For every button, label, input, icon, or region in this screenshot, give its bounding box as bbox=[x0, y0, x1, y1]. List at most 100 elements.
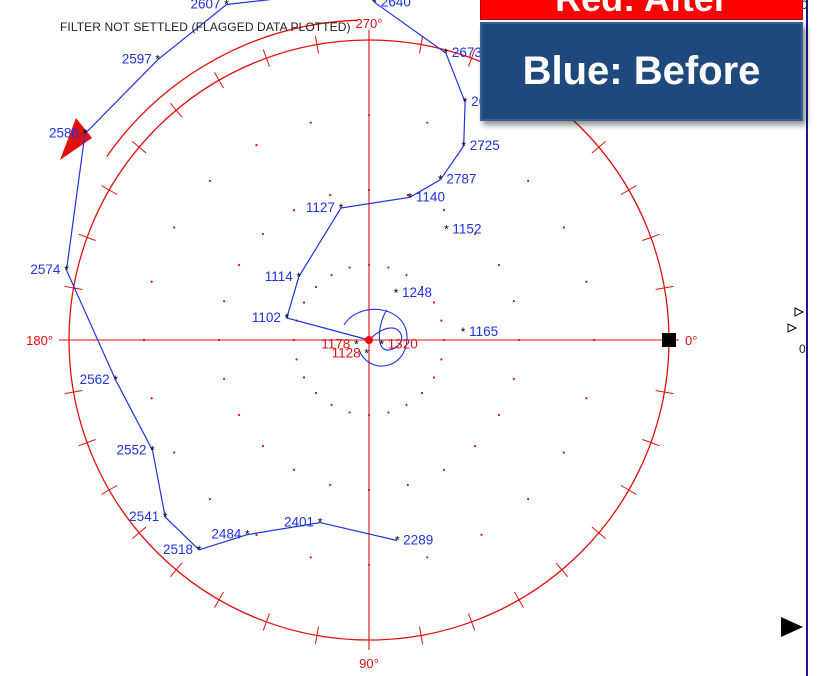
rim-tick bbox=[64, 285, 83, 290]
grid-dot bbox=[585, 397, 588, 400]
grid-dot bbox=[302, 376, 306, 379]
grid-dot bbox=[367, 413, 371, 417]
point-label: 2640 bbox=[381, 0, 411, 10]
grid-dot bbox=[309, 121, 312, 124]
grid-dot bbox=[480, 533, 483, 536]
grid-dot bbox=[208, 497, 212, 501]
vibration-curve bbox=[65, 0, 466, 551]
point-marker: * bbox=[224, 0, 229, 11]
point-label: 1152 bbox=[452, 221, 481, 236]
scale-marker-icons bbox=[787, 307, 805, 333]
grid-dot bbox=[173, 226, 176, 229]
rim-tick bbox=[555, 562, 569, 578]
point-marker: * bbox=[245, 528, 250, 542]
point-marker: * bbox=[113, 373, 118, 387]
grid-dot bbox=[585, 280, 588, 283]
grid-dot bbox=[217, 338, 221, 342]
grid-dot bbox=[330, 403, 333, 407]
point-marker: * bbox=[155, 53, 160, 67]
triangle-marker-icon bbox=[787, 323, 798, 333]
point-marker: * bbox=[438, 173, 443, 187]
rim-tick bbox=[262, 613, 270, 631]
grid-dot bbox=[150, 397, 153, 400]
grid-dot bbox=[223, 300, 226, 303]
rim-tick bbox=[468, 613, 476, 631]
point-label: 2562 bbox=[80, 372, 110, 387]
grid-dot bbox=[387, 266, 390, 269]
grid-dot bbox=[255, 533, 258, 536]
rim-tick bbox=[314, 626, 319, 645]
rim-tick bbox=[591, 526, 607, 540]
scale-zero-label-mid: 0 bbox=[799, 342, 806, 356]
grid-dot bbox=[406, 194, 409, 197]
grid-dot bbox=[405, 273, 408, 277]
rim-tick bbox=[642, 439, 660, 447]
inner-loop bbox=[343, 308, 408, 367]
grid-dot bbox=[432, 376, 436, 379]
point-marker: * bbox=[163, 510, 168, 524]
rim-tick bbox=[169, 562, 183, 578]
angle-label-180: 180° bbox=[26, 333, 53, 348]
point-marker: * bbox=[285, 311, 290, 325]
rim-tick bbox=[655, 285, 674, 290]
rim-tick bbox=[78, 439, 96, 447]
grid-dot bbox=[348, 411, 351, 414]
grid-dot bbox=[426, 556, 429, 559]
grid-dot bbox=[440, 358, 443, 361]
rim-tick bbox=[419, 35, 424, 54]
grid-dot bbox=[387, 411, 390, 414]
point-label: 1248 bbox=[402, 285, 432, 300]
rim-tick bbox=[655, 390, 674, 395]
grid-dot bbox=[405, 403, 408, 407]
angle-labels: 0° 90° 180° 270° bbox=[26, 16, 697, 671]
grid-dot bbox=[420, 285, 424, 289]
grid-dot bbox=[223, 377, 226, 380]
rim-tick bbox=[131, 526, 147, 540]
grid-dot bbox=[592, 338, 596, 342]
point-label: 1128 bbox=[332, 345, 361, 360]
after-cluster bbox=[365, 336, 373, 344]
play-arrow-icon[interactable] bbox=[781, 617, 803, 637]
before-series-line bbox=[65, 0, 466, 551]
data-point-labels: 2289 2401 2484 2518 2541 2552 2562 2574 2586 2597… bbox=[30, 0, 501, 557]
point-marker: * bbox=[364, 346, 369, 360]
grid-dot bbox=[420, 391, 424, 395]
legend-after: Red: After bbox=[480, 0, 803, 20]
point-label: 1178 bbox=[321, 337, 350, 352]
point-label: 2289 bbox=[403, 533, 433, 548]
point-label: 2401 bbox=[284, 515, 314, 530]
rim-tick bbox=[78, 233, 96, 241]
rim-tick bbox=[169, 102, 183, 118]
grid-dot bbox=[367, 563, 371, 567]
point-label: 2484 bbox=[211, 527, 242, 542]
rim-tick bbox=[620, 185, 637, 195]
point-marker: * bbox=[379, 338, 384, 352]
point-label: 2518 bbox=[163, 542, 193, 557]
angle-label-270: 270° bbox=[356, 16, 383, 31]
point-marker: * bbox=[394, 286, 399, 300]
point-marker: * bbox=[150, 443, 155, 457]
point-label: 2541 bbox=[129, 509, 159, 524]
point-marker: * bbox=[296, 270, 301, 284]
grid-dot bbox=[309, 556, 312, 559]
point-marker: * bbox=[395, 534, 400, 548]
grid-dot bbox=[208, 179, 212, 183]
grid-dot bbox=[367, 113, 371, 117]
grid-dot bbox=[261, 444, 265, 448]
grid-dot bbox=[348, 266, 351, 269]
rim-tick bbox=[131, 140, 147, 154]
grid-dot bbox=[440, 319, 443, 322]
grid-dot bbox=[142, 338, 146, 342]
point-label: 2552 bbox=[116, 442, 146, 457]
polar-grid bbox=[59, 19, 679, 650]
grid-dot bbox=[406, 483, 409, 486]
point-marker: * bbox=[318, 516, 323, 530]
grid-dot bbox=[329, 483, 332, 486]
rim-tick bbox=[214, 591, 224, 608]
legend-after-label: Red: After bbox=[481, 0, 802, 17]
point-label: 2574 bbox=[30, 262, 61, 277]
grid-dot bbox=[367, 263, 371, 267]
point-label: 2725 bbox=[470, 138, 500, 153]
grid-dot bbox=[295, 358, 298, 361]
